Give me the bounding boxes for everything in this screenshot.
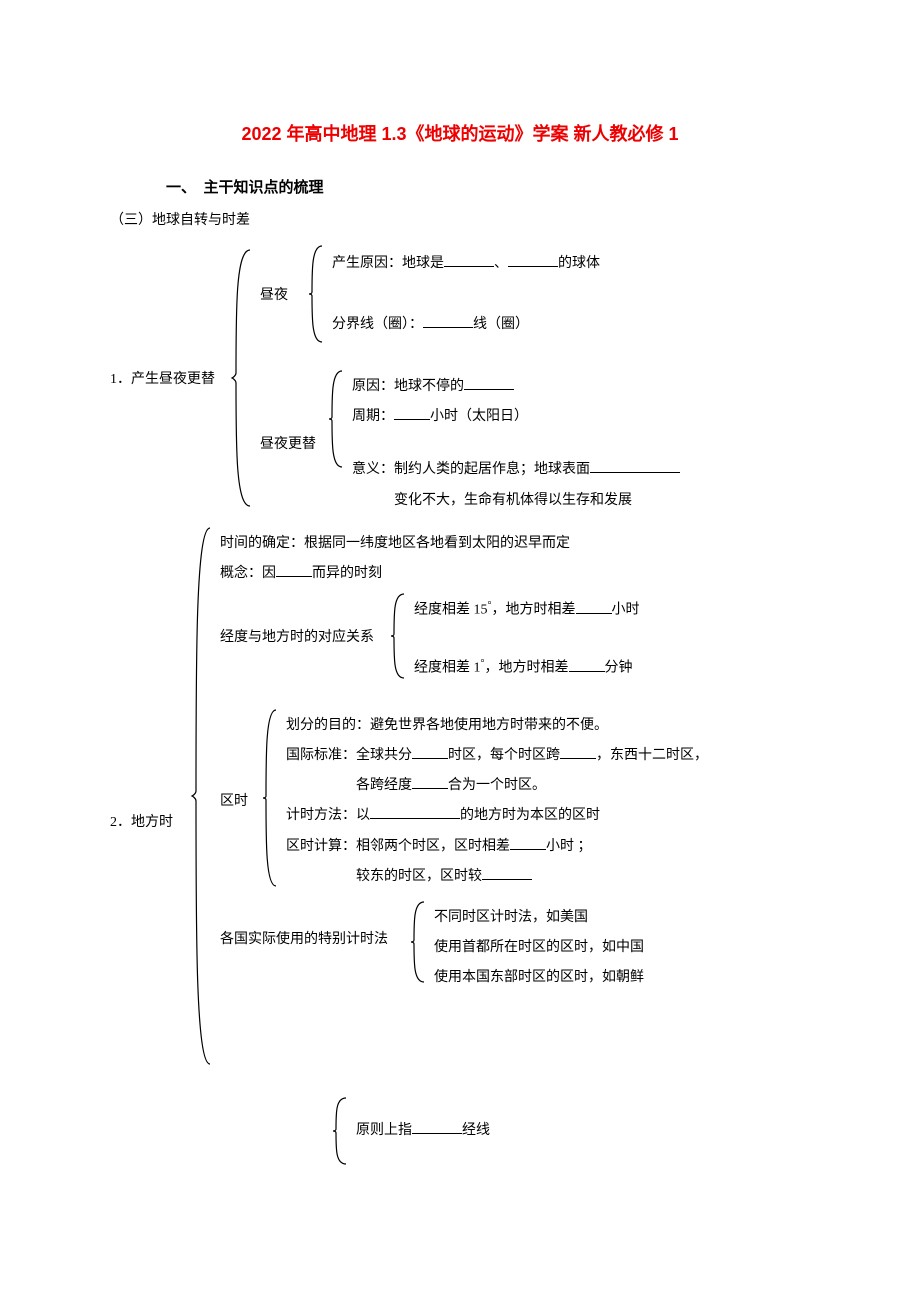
subsection-3: （三）地球自转与时差 [110, 209, 810, 229]
bracket-icon [260, 708, 280, 888]
special-r1: 不同时区计时法，如美国 [434, 905, 810, 930]
bracket-icon [230, 248, 254, 508]
title-text: 2022 年高中地理 1.3《地球的运动》学案 新人教必修 1 [241, 124, 678, 144]
special-timing-label: 各国实际使用的特别计时法 [220, 900, 408, 948]
special-r3: 使用本国东部时区的区时，如朝鲜 [434, 965, 810, 990]
zone-purpose: 划分的目的：避免世界各地使用地方时带来的不便。 [286, 713, 810, 738]
bracket-icon [306, 244, 326, 344]
bracket-icon [326, 369, 346, 469]
tree2-root-label: 2．地方时 [110, 526, 190, 831]
zone-calc-1: 区时计算：相邻两个时区，区时相差小时 ； [286, 834, 810, 859]
zone-standard-1: 国际标准：全球共分时区，每个时区跨，东西十二时区， [286, 743, 810, 768]
zone-time-label: 区时 [220, 708, 260, 810]
document-title: 2022 年高中地理 1.3《地球的运动》学案 新人教必修 1 [110, 120, 810, 146]
special-r2: 使用首都所在时区的区时，如中国 [434, 935, 810, 960]
section-heading-1: 一、 主干知识点的梳理 [166, 176, 810, 197]
alt-meaning-1: 意义：制约人类的起居作息；地球表面 [352, 457, 810, 482]
page: 2022 年高中地理 1.3《地球的运动》学案 新人教必修 1 一、 主干知识点… [0, 0, 920, 1206]
zone-standard-2: 各跨经度合为一个时区。 [286, 773, 810, 798]
alt-period: 周期：小时（太阳日） [352, 404, 810, 429]
longitude-relation-label: 经度与地方时的对应关系 [220, 592, 388, 646]
dn-cause: 产生原因：地球是、的球体 [332, 251, 810, 276]
tree1-root-label: 1．产生昼夜更替 [110, 368, 230, 388]
daynight-label: 昼夜 [260, 284, 306, 304]
alt-meaning-2: 变化不大，生命有机体得以生存和发展 [352, 488, 810, 513]
tree-local-time: 2．地方时 时间的确定：根据同一纬度地区各地看到太阳的迟早而定 概念：因而异的时… [110, 526, 810, 1066]
principle-line: 原则上指经线 [356, 1118, 810, 1143]
bracket-icon [190, 526, 214, 1066]
bottom-fragment: 原则上指经线 [330, 1096, 810, 1166]
alternation-label: 昼夜更替 [260, 369, 326, 453]
time-determination: 时间的确定：根据同一纬度地区各地看到太阳的迟早而定 [220, 531, 810, 556]
dn-boundary: 分界线（圈）：线（圈） [332, 312, 810, 337]
bracket-icon [408, 900, 428, 984]
rel-1deg: 经度相差 1°，地方时相差分钟 [414, 655, 810, 681]
bracket-icon [388, 592, 408, 680]
concept: 概念：因而异的时刻 [220, 561, 810, 586]
zone-calc-2: 较东的时区，区时较 [286, 864, 810, 889]
bracket-icon [330, 1096, 350, 1166]
zone-method: 计时方法：以的地方时为本区的区时 [286, 803, 810, 828]
alt-reason: 原因：地球不停的 [352, 374, 810, 399]
rel-15deg: 经度相差 15°，地方时相差小时 [414, 597, 810, 623]
tree-day-night: 1．产生昼夜更替 昼夜 产生原因：地球是、 [110, 239, 810, 518]
